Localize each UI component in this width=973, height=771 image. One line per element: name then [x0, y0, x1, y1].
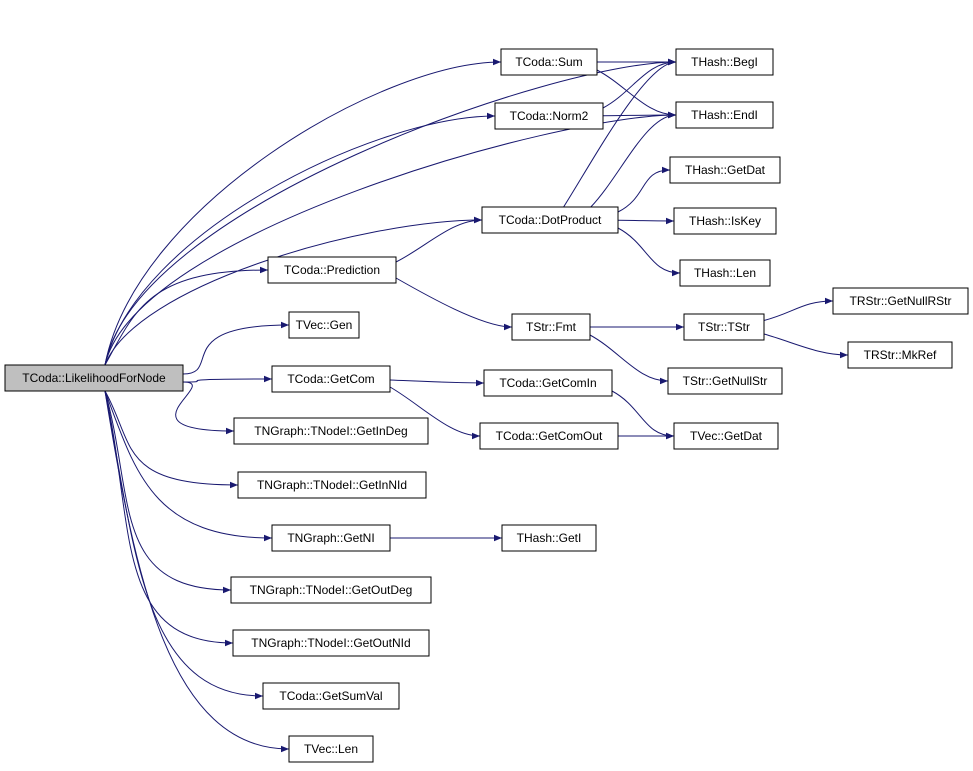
node-box — [673, 207, 777, 235]
node-box — [832, 287, 969, 315]
call-edge — [104, 58, 677, 366]
node-label: TNGraph::TNodeI::GetOutNId — [251, 636, 410, 650]
node-box — [271, 365, 391, 393]
node-box — [847, 341, 953, 369]
call-edge — [182, 321, 290, 375]
node-box — [679, 259, 771, 287]
call-edge — [395, 216, 483, 263]
call-edge — [617, 166, 671, 213]
edges — [104, 58, 849, 753]
call-edge — [389, 379, 485, 387]
node-box — [511, 313, 591, 341]
call-edge — [763, 297, 834, 321]
call-edge — [596, 69, 677, 119]
node-box — [232, 629, 430, 657]
node-label: TCoda::GetSumVal — [279, 689, 382, 703]
call-edge — [104, 266, 269, 366]
call-edge — [104, 390, 239, 489]
node-label: TVec::GetDat — [690, 429, 763, 443]
node-box — [669, 156, 781, 184]
node-box — [667, 367, 783, 395]
call-edge — [104, 390, 232, 594]
node-label: TCoda::LikelihoodForNode — [22, 371, 166, 385]
node-box — [267, 256, 397, 284]
node-box — [501, 524, 597, 552]
call-edge — [389, 386, 481, 440]
call-edge — [104, 390, 290, 753]
node-label: TCoda::Sum — [515, 55, 582, 69]
node-box — [483, 369, 613, 397]
call-edge — [104, 390, 234, 647]
nodes: TCoda::LikelihoodForNodeTHash::BegITCoda… — [4, 48, 969, 763]
node-label: TNGraph::TNodeI::GetInDeg — [254, 424, 407, 438]
call-edge — [104, 390, 273, 542]
node-label: TCoda::Prediction — [284, 263, 380, 277]
node-label: TVec::Gen — [296, 318, 353, 332]
node-label: TCoda::DotProduct — [499, 213, 602, 227]
call-edge — [182, 375, 273, 383]
call-edge — [617, 217, 675, 225]
node-label: THash::IsKey — [689, 214, 761, 228]
call-edge — [617, 227, 681, 277]
node-box — [271, 524, 391, 552]
node-label: TRStr::GetNullRStr — [849, 294, 951, 308]
node-label: TRStr::MkRef — [864, 348, 937, 362]
call-edge — [104, 216, 483, 366]
node-label: TCoda::GetCom — [287, 372, 374, 386]
call-edge — [763, 333, 849, 359]
node-box — [683, 313, 765, 341]
node-box — [479, 422, 619, 450]
node-box — [673, 422, 779, 450]
node-label: THash::Len — [694, 266, 756, 280]
node-box — [230, 576, 432, 604]
call-edge — [395, 277, 513, 331]
node-label: TStr::Fmt — [526, 320, 577, 334]
call-edge — [611, 390, 675, 440]
node-box — [675, 101, 774, 129]
node-box — [494, 102, 604, 130]
node-label: TNGraph::TNodeI::GetOutDeg — [250, 583, 413, 597]
node-label: TNGraph::GetNI — [287, 531, 374, 545]
call-edge — [563, 58, 677, 208]
node-label: THash::GetDat — [685, 163, 766, 177]
node-label: TStr::TStr — [698, 320, 750, 334]
node-box — [237, 471, 427, 499]
node-box — [481, 206, 619, 234]
node-box — [288, 311, 360, 339]
call-edge — [590, 111, 677, 208]
call-edge — [175, 381, 235, 435]
node-label: TVec::Len — [304, 742, 358, 756]
node-label: THash::EndI — [691, 108, 758, 122]
node-label: TNGraph::TNodeI::GetInNId — [257, 478, 407, 492]
node-label: THash::GetI — [517, 531, 582, 545]
node-box — [4, 364, 184, 392]
node-box — [262, 682, 400, 710]
node-label: TStr::GetNullStr — [683, 374, 768, 388]
node-label: THash::BegI — [691, 55, 758, 69]
node-label: TCoda::GetComOut — [496, 429, 603, 443]
call-edge — [104, 112, 496, 366]
node-box — [500, 48, 598, 76]
node-label: TCoda::GetComIn — [499, 376, 596, 390]
node-label: TCoda::Norm2 — [510, 109, 589, 123]
call-edge — [589, 334, 669, 385]
call-edge — [602, 58, 677, 109]
node-box — [233, 417, 429, 445]
call-edge — [104, 58, 502, 366]
node-box — [288, 735, 374, 763]
node-box — [675, 48, 774, 76]
